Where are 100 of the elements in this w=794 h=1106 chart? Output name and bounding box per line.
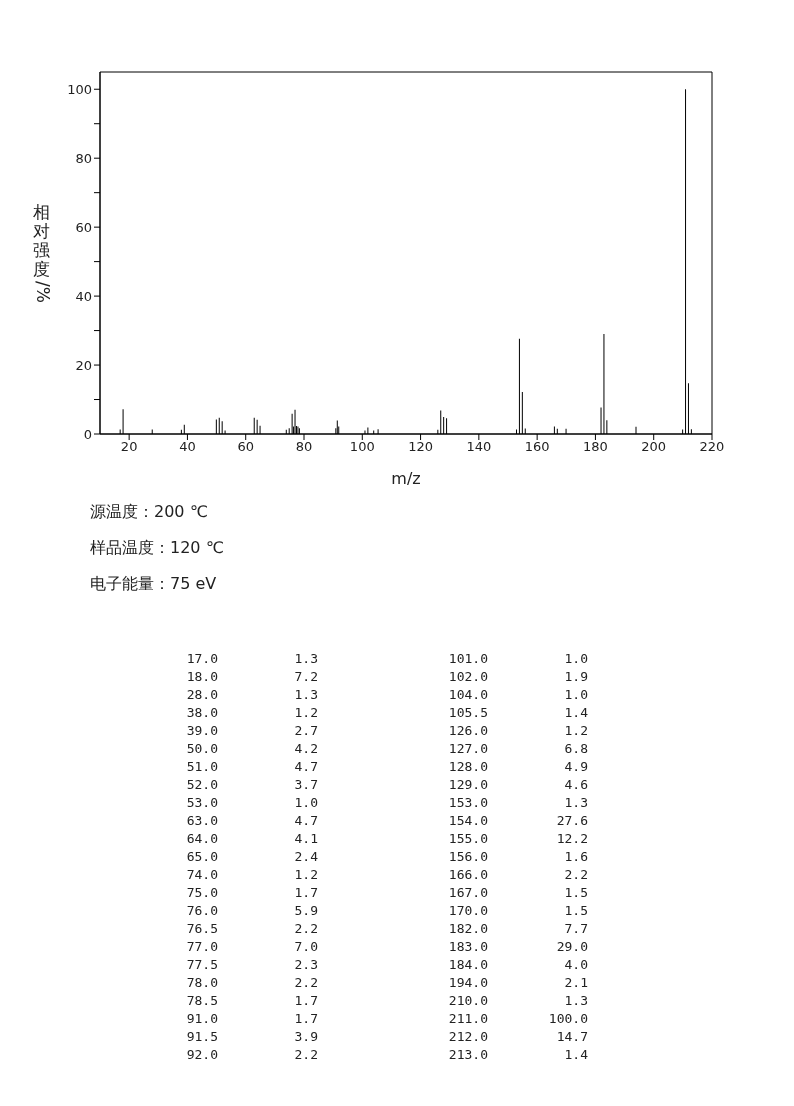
text: 64.0: [185, 830, 218, 848]
y-tick-label: 80: [75, 150, 92, 166]
text: 183.0: [447, 938, 488, 956]
text: 212.0: [447, 1028, 488, 1046]
text: 1.4: [563, 1046, 588, 1064]
text: 7.2: [293, 668, 318, 686]
x-tick-label: 200: [641, 439, 667, 455]
text: 2.2: [563, 866, 588, 884]
text: 101.0: [447, 650, 488, 668]
text: 65.0: [185, 848, 218, 866]
text: 3.9: [293, 1028, 318, 1046]
text: 1.3: [563, 992, 588, 1010]
text: 213.0: [447, 1046, 488, 1064]
text: 53.0: [185, 794, 218, 812]
text: 2.2: [293, 920, 318, 938]
text: 63.0: [185, 812, 218, 830]
text: 170.0: [447, 902, 488, 920]
text: 27.6: [555, 812, 588, 830]
text: 1.5: [563, 884, 588, 902]
x-tick-label: 180: [583, 439, 608, 455]
text: 1.3: [563, 794, 588, 812]
text: 4.2: [293, 740, 318, 758]
text: 154.0: [447, 812, 488, 830]
text: 194.0: [447, 974, 488, 992]
x-tick-label: 60: [237, 439, 254, 455]
text: 1.2: [293, 704, 318, 722]
text: 104.0: [447, 686, 488, 704]
text: 1.7: [293, 1010, 318, 1028]
text: 127.0: [447, 740, 488, 758]
text: 28.0: [185, 686, 218, 704]
text: 12.2: [555, 830, 588, 848]
text: 1.9: [563, 668, 588, 686]
text: 1.0: [563, 650, 588, 668]
text: 1.3: [293, 686, 318, 704]
text: 1.5: [563, 902, 588, 920]
text: 92.0: [185, 1046, 218, 1064]
x-tick-label: 20: [120, 439, 138, 455]
text: 6.8: [563, 740, 588, 758]
text: 7.0: [293, 938, 318, 956]
text: 电子能量：75 eV: [90, 574, 218, 595]
x-tick-label: 80: [295, 439, 313, 455]
text: 29.0: [555, 938, 588, 956]
text: 74.0: [185, 866, 218, 884]
text: 1.7: [293, 884, 318, 902]
text: 128.0: [447, 758, 488, 776]
text: 50.0: [185, 740, 218, 758]
text: 2.1: [563, 974, 588, 992]
text: 78.5: [185, 992, 218, 1010]
text: 7.7: [563, 920, 588, 938]
text: 3.7: [293, 776, 318, 794]
text: 1.7: [293, 992, 318, 1010]
x-axis-title: m/z: [391, 469, 421, 488]
text: 4.9: [563, 758, 588, 776]
text: 210.0: [447, 992, 488, 1010]
text: 2.2: [293, 1046, 318, 1064]
text: 126.0: [447, 722, 488, 740]
text: 39.0: [185, 722, 218, 740]
text: 1.3: [293, 650, 318, 668]
text: 4.0: [563, 956, 588, 974]
text: 2.2: [293, 974, 318, 992]
text: 75.0: [185, 884, 218, 902]
text: 78.0: [185, 974, 218, 992]
x-tick-label: 160: [524, 439, 550, 455]
y-tick-label: 20: [75, 357, 92, 373]
text: 2.7: [293, 722, 318, 740]
text: 91.5: [185, 1028, 218, 1046]
text: 129.0: [447, 776, 488, 794]
text: 76.0: [185, 902, 218, 920]
text: 166.0: [447, 866, 488, 884]
text: 18.0: [185, 668, 218, 686]
y-tick-label: 40: [75, 288, 92, 304]
text: 182.0: [447, 920, 488, 938]
x-tick-label: 220: [699, 439, 725, 455]
text: 156.0: [447, 848, 488, 866]
x-tick-label: 100: [349, 439, 375, 455]
text: 4.6: [563, 776, 588, 794]
text: 17.0: [185, 650, 218, 668]
text: 2.3: [293, 956, 318, 974]
text: 1.4: [563, 704, 588, 722]
text: 1.6: [563, 848, 588, 866]
text: 1.2: [293, 866, 318, 884]
text: 38.0: [185, 704, 218, 722]
text: 52.0: [185, 776, 218, 794]
text: 源温度：200 ℃: [90, 502, 209, 523]
text: 91.0: [185, 1010, 218, 1028]
x-tick-label: 40: [179, 439, 196, 455]
text: 77.0: [185, 938, 218, 956]
text: 4.7: [293, 812, 318, 830]
x-tick-label: 120: [408, 439, 433, 455]
text: 4.1: [293, 830, 318, 848]
x-tick-label: 140: [466, 439, 492, 455]
text: 105.5: [447, 704, 488, 722]
text: 5.9: [293, 902, 318, 920]
text: 4.7: [293, 758, 318, 776]
text: 76.5: [185, 920, 218, 938]
text: 153.0: [447, 794, 488, 812]
text: 51.0: [185, 758, 218, 776]
y-axis-title: 相对强度/%: [32, 202, 52, 303]
text: 102.0: [447, 668, 488, 686]
text: 样品温度：120 ℃: [90, 538, 225, 559]
